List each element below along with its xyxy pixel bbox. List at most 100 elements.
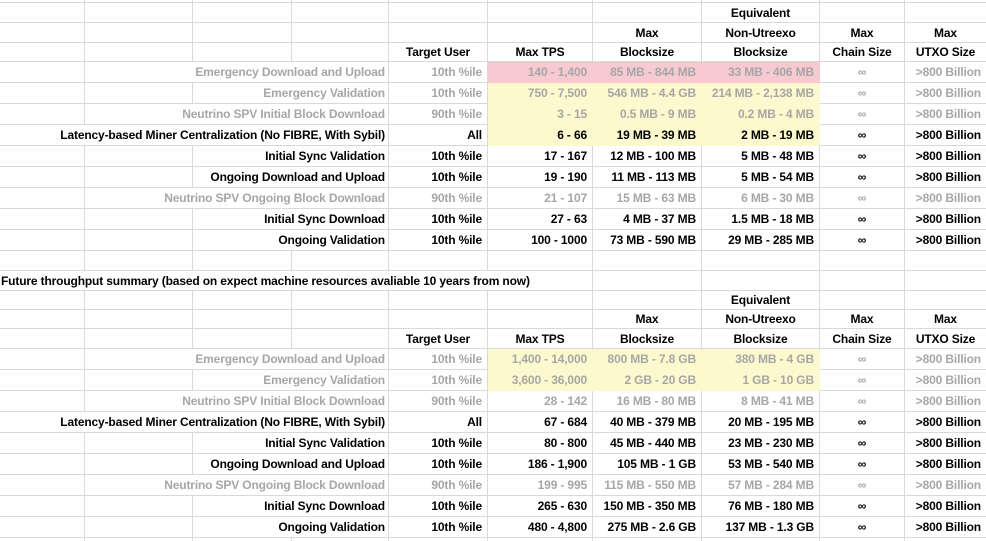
cell-max-tps[interactable]: 265 - 630 [488, 496, 593, 517]
cell-target-user[interactable]: 10th %ile [389, 454, 488, 475]
header-utxo-size[interactable]: UTXO Size [905, 43, 986, 62]
cell-max-blocksize[interactable]: 546 MB - 4.4 GB [593, 83, 702, 104]
empty-cell[interactable] [488, 310, 593, 329]
cell-target-user[interactable]: All [389, 125, 488, 146]
cell-non-utreexo-blocksize[interactable]: 76 MB - 180 MB [702, 496, 820, 517]
header-target-user[interactable]: Target User [389, 43, 488, 62]
cell-max-utxo-size[interactable]: >800 Billion [905, 517, 986, 538]
cell-max-chain-size[interactable]: ∞ [820, 125, 905, 146]
cell-non-utreexo-blocksize[interactable]: 0.2 MB - 4 MB [702, 104, 820, 125]
cell-max-chain-size[interactable]: ∞ [820, 433, 905, 454]
cell-target-user[interactable]: 10th %ile [389, 496, 488, 517]
cell-max-blocksize[interactable]: 16 MB - 80 MB [593, 391, 702, 412]
header-max[interactable]: Max [593, 23, 702, 43]
cell-max-tps[interactable]: 186 - 1,900 [488, 454, 593, 475]
cell-max-tps[interactable]: 199 - 995 [488, 475, 593, 496]
header-max-tps[interactable]: Max TPS [488, 329, 593, 349]
empty-cell[interactable] [488, 23, 593, 43]
cell-max-utxo-size[interactable]: >800 Billion [905, 230, 986, 251]
cell-max-chain-size[interactable]: ∞ [820, 83, 905, 104]
row-label-cell[interactable]: Latency-based Miner Centralization (No F… [0, 412, 389, 433]
empty-cell[interactable] [820, 3, 905, 23]
empty-cell[interactable] [488, 3, 593, 23]
cell-non-utreexo-blocksize[interactable]: 23 MB - 230 MB [702, 433, 820, 454]
cell-max-utxo-size[interactable]: >800 Billion [905, 496, 986, 517]
cell-target-user[interactable]: All [389, 412, 488, 433]
cell-max-utxo-size[interactable]: >800 Billion [905, 209, 986, 230]
cell-max-tps[interactable]: 17 - 167 [488, 146, 593, 167]
empty-cell[interactable] [389, 23, 488, 43]
cell-non-utreexo-blocksize[interactable]: 8 MB - 41 MB [702, 391, 820, 412]
cell-max-blocksize[interactable]: 150 MB - 350 MB [593, 496, 702, 517]
empty-cell[interactable] [593, 291, 702, 310]
cell-max-chain-size[interactable]: ∞ [820, 104, 905, 125]
cell-max-chain-size[interactable]: ∞ [820, 62, 905, 83]
cell-max-utxo-size[interactable]: >800 Billion [905, 62, 986, 83]
cell-max-chain-size[interactable]: ∞ [820, 517, 905, 538]
header-non-utreexo-blocksize[interactable]: Blocksize [702, 43, 820, 62]
empty-cell[interactable] [389, 291, 488, 310]
cell-max-utxo-size[interactable]: >800 Billion [905, 433, 986, 454]
empty-cell[interactable] [488, 291, 593, 310]
cell-target-user[interactable]: 10th %ile [389, 167, 488, 188]
header-equivalent[interactable]: Equivalent [702, 3, 820, 23]
cell-max-tps[interactable]: 28 - 142 [488, 391, 593, 412]
cell-max-blocksize[interactable]: 40 MB - 379 MB [593, 412, 702, 433]
header-chain-size[interactable]: Chain Size [820, 43, 905, 62]
cell-max-tps[interactable]: 3,600 - 36,000 [488, 370, 593, 391]
row-label-cell[interactable]: Initial Sync Download [0, 209, 389, 230]
cell-target-user[interactable]: 10th %ile [389, 433, 488, 454]
cell-max-chain-size[interactable]: ∞ [820, 146, 905, 167]
cell-non-utreexo-blocksize[interactable]: 1.5 MB - 18 MB [702, 209, 820, 230]
cell-max-chain-size[interactable]: ∞ [820, 230, 905, 251]
cell-max-utxo-size[interactable]: >800 Billion [905, 125, 986, 146]
cell-max-chain-size[interactable]: ∞ [820, 209, 905, 230]
empty-cell[interactable] [389, 3, 488, 23]
row-label-cell[interactable]: Initial Sync Validation [0, 146, 389, 167]
header-max[interactable]: Max [593, 310, 702, 329]
header-non-utreexo[interactable]: Non-Utreexo [702, 310, 820, 329]
cell-max-blocksize[interactable]: 19 MB - 39 MB [593, 125, 702, 146]
cell-target-user[interactable]: 10th %ile [389, 517, 488, 538]
row-label-cell[interactable]: Ongoing Download and Upload [0, 167, 389, 188]
header-non-utreexo-blocksize[interactable]: Blocksize [702, 329, 820, 349]
header-max-tps[interactable]: Max TPS [488, 43, 593, 62]
cell-max-utxo-size[interactable]: >800 Billion [905, 475, 986, 496]
empty-label-cells[interactable] [0, 329, 389, 349]
cell-max-tps[interactable]: 750 - 7,500 [488, 83, 593, 104]
cell-max-blocksize[interactable]: 12 MB - 100 MB [593, 146, 702, 167]
cell-max-chain-size[interactable]: ∞ [820, 349, 905, 370]
cell-max-tps[interactable]: 1,400 - 14,000 [488, 349, 593, 370]
empty-label-cells[interactable] [0, 310, 389, 329]
empty-cell[interactable] [593, 3, 702, 23]
row-label-cell[interactable]: Neutrino SPV Ongoing Block Download [0, 475, 389, 496]
cell-max-utxo-size[interactable]: >800 Billion [905, 188, 986, 209]
row-label-cell[interactable]: Initial Sync Validation [0, 433, 389, 454]
header-max[interactable]: Max [905, 310, 986, 329]
header-chain-size[interactable]: Chain Size [820, 329, 905, 349]
cell-max-blocksize[interactable]: 85 MB - 844 MB [593, 62, 702, 83]
header-blocksize[interactable]: Blocksize [593, 43, 702, 62]
cell-max-utxo-size[interactable]: >800 Billion [905, 391, 986, 412]
cell-max-tps[interactable]: 480 - 4,800 [488, 517, 593, 538]
cell-max-blocksize[interactable]: 800 MB - 7.8 GB [593, 349, 702, 370]
cell-max-tps[interactable]: 27 - 63 [488, 209, 593, 230]
cell-target-user[interactable]: 10th %ile [389, 83, 488, 104]
cell-max-utxo-size[interactable]: >800 Billion [905, 370, 986, 391]
cell-non-utreexo-blocksize[interactable]: 20 MB - 195 MB [702, 412, 820, 433]
cell-max-blocksize[interactable]: 73 MB - 590 MB [593, 230, 702, 251]
header-blocksize[interactable]: Blocksize [593, 329, 702, 349]
cell-max-chain-size[interactable]: ∞ [820, 496, 905, 517]
row-label-cell[interactable]: Initial Sync Download [0, 496, 389, 517]
row-label-cell[interactable]: Emergency Download and Upload [0, 349, 389, 370]
row-label-cell[interactable]: Ongoing Validation [0, 517, 389, 538]
cell-max-chain-size[interactable]: ∞ [820, 391, 905, 412]
cell-target-user[interactable]: 90th %ile [389, 188, 488, 209]
cell-target-user[interactable]: 90th %ile [389, 391, 488, 412]
row-label-cell[interactable]: Ongoing Download and Upload [0, 454, 389, 475]
cell-non-utreexo-blocksize[interactable]: 5 MB - 48 MB [702, 146, 820, 167]
cell-max-blocksize[interactable]: 2 GB - 20 GB [593, 370, 702, 391]
cell-max-tps[interactable]: 80 - 800 [488, 433, 593, 454]
empty-cell[interactable] [905, 291, 986, 310]
cell-max-blocksize[interactable]: 45 MB - 440 MB [593, 433, 702, 454]
